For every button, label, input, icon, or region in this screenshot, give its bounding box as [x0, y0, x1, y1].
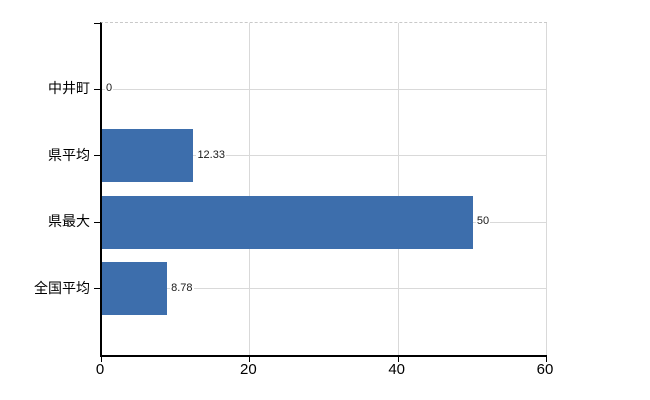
x-axis-tick: [101, 355, 102, 362]
y-axis-tick: [94, 88, 102, 90]
value-label: 0: [105, 82, 114, 97]
bar: [102, 129, 194, 183]
y-axis-tick: [94, 288, 102, 290]
horizontal-gridline: [102, 88, 547, 90]
category-label: 中井町: [48, 80, 90, 97]
category-label: 県平均: [48, 146, 90, 163]
value-label: 50: [475, 215, 491, 230]
value-label: 12.33: [196, 148, 226, 163]
vertical-gridline: [249, 23, 251, 355]
category-label: 県最大: [48, 213, 90, 230]
horizontal-gridline: [102, 288, 547, 290]
bar: [102, 262, 168, 316]
y-axis-tick: [94, 221, 102, 223]
vertical-gridline: [546, 23, 547, 355]
x-tick-label: 20: [239, 361, 257, 378]
x-tick-label: 60: [536, 361, 554, 378]
x-axis-tick: [546, 355, 547, 362]
category-label: 全国平均: [34, 279, 90, 296]
horizontal-gridline: [102, 155, 547, 157]
x-axis-tick: [249, 355, 251, 362]
y-axis-tick: [94, 155, 102, 157]
x-axis-tick: [397, 355, 399, 362]
plot-area: 0 12.33 50 8.78: [94, 22, 547, 362]
y-axis-top-tick: [94, 23, 102, 24]
x-tick-label: 0: [95, 361, 105, 378]
x-tick-label: 40: [388, 361, 405, 378]
bar: [102, 195, 473, 249]
vertical-gridline: [397, 23, 399, 355]
value-label: 8.78: [170, 281, 194, 296]
